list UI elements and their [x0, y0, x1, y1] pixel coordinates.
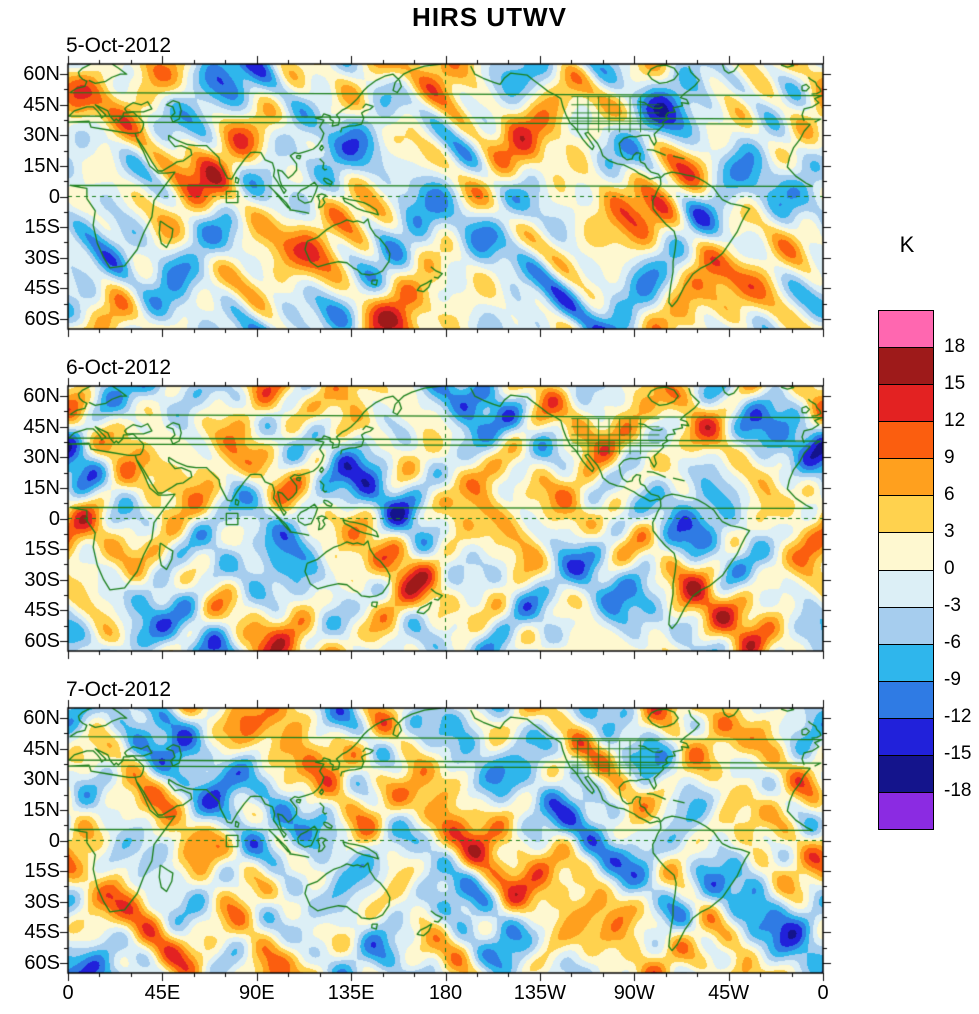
lat-tick-label: 45S	[24, 921, 60, 944]
lon-tick-label: 180	[428, 982, 463, 1004]
map-canvas-panel-1	[58, 54, 833, 339]
lat-tick-label: 15S	[24, 538, 60, 561]
colorbar-unit-label: K	[899, 232, 915, 257]
lat-tick-label: 15N	[23, 154, 60, 177]
colorbar-segment	[879, 459, 933, 497]
lat-tick-label: 60N	[23, 63, 60, 86]
colorbar-segment	[879, 755, 933, 794]
colorbar-segment	[879, 385, 933, 423]
lon-tick-label: 0	[817, 982, 829, 1004]
panel-2-date: 6-Oct-2012	[66, 356, 172, 379]
lat-tick-label: 0	[48, 185, 60, 208]
colorbar-tick-label: 18	[944, 336, 966, 357]
colorbar-tick-label: -15	[944, 743, 972, 764]
map-canvas-panel-2	[58, 376, 833, 661]
lon-tick-label: 90W	[613, 982, 655, 1004]
colorbar-tick-label: -9	[944, 669, 961, 690]
lat-tick-label: 60S	[24, 307, 60, 330]
colorbar-tick-label: -6	[944, 632, 961, 653]
colorbar-tick-label: -12	[944, 706, 972, 727]
lat-tick-label: 30S	[24, 890, 60, 913]
panel-1-date: 5-Oct-2012	[66, 34, 172, 57]
lat-tick-label: 15N	[23, 476, 60, 499]
lat-tick-label: 45N	[23, 737, 60, 760]
lat-tick-label: 0	[48, 507, 60, 530]
colorbar-tick-label: 0	[944, 558, 955, 579]
lon-tick-label: 45W	[708, 982, 750, 1004]
colorbar-segment	[879, 570, 933, 608]
lat-tick-label: 15N	[23, 798, 60, 821]
lon-tick-label: 45E	[144, 982, 181, 1004]
colorbar-tick-label: 15	[944, 373, 966, 394]
colorbar-segment	[879, 422, 933, 460]
lat-tick-label: 45S	[24, 277, 60, 300]
lat-tick-label: 60S	[24, 951, 60, 974]
lat-tick-label: 60N	[23, 385, 60, 408]
page-title: HIRS UTWV	[412, 2, 567, 32]
colorbar-tick-label: -3	[944, 595, 961, 616]
lon-tick-label: 90E	[238, 982, 275, 1004]
lat-tick-label: 0	[48, 829, 60, 852]
colorbar	[878, 310, 934, 830]
lat-tick-label: 15S	[24, 216, 60, 239]
lat-tick-label: 45N	[23, 93, 60, 116]
panel-3-date: 7-Oct-2012	[66, 678, 172, 701]
lat-tick-label: 30N	[23, 124, 60, 147]
map-canvas-panel-3	[58, 698, 833, 983]
lat-tick-label: 30N	[23, 446, 60, 469]
lat-tick-label: 15S	[24, 860, 60, 883]
colorbar-segment	[879, 718, 933, 756]
lat-tick-label: 30S	[24, 246, 60, 269]
lon-tick-label: 135W	[513, 982, 566, 1004]
lat-tick-label: 60S	[24, 629, 60, 652]
colorbar-tick-label: 6	[944, 484, 955, 505]
colorbar-segment	[879, 793, 933, 830]
lat-tick-label: 45S	[24, 599, 60, 622]
colorbar-segment	[879, 533, 933, 571]
colorbar-segment	[879, 644, 933, 682]
colorbar-segment	[879, 496, 933, 534]
lat-tick-label: 30S	[24, 568, 60, 591]
colorbar-segment	[879, 607, 933, 645]
lon-tick-label: 0	[62, 982, 74, 1004]
colorbar-tick-label: 12	[944, 410, 966, 431]
lat-tick-label: 45N	[23, 415, 60, 438]
colorbar-tick-label: 3	[944, 521, 955, 542]
colorbar-tick-label: -18	[944, 780, 972, 801]
colorbar-segment	[879, 681, 933, 719]
lat-tick-label: 30N	[23, 768, 60, 791]
colorbar-tick-label: 9	[944, 447, 955, 468]
lon-tick-label: 135E	[327, 982, 375, 1004]
lat-tick-label: 60N	[23, 707, 60, 730]
colorbar-segment	[879, 311, 933, 349]
colorbar-segment	[879, 348, 933, 386]
